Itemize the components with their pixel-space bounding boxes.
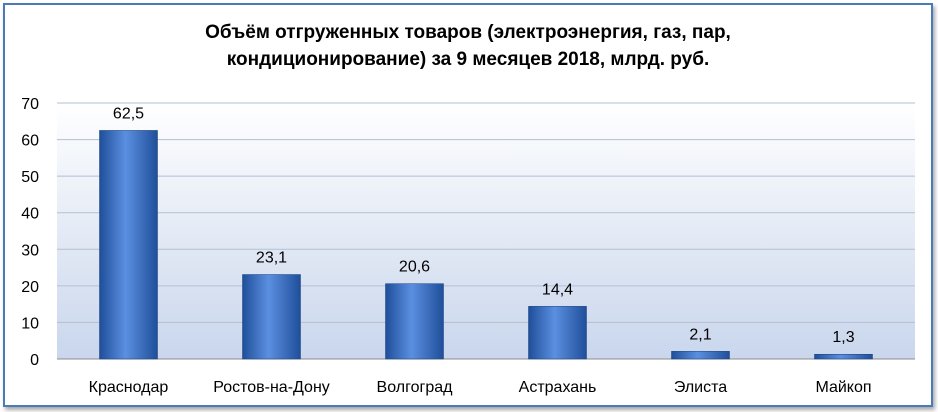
data-label: 62,5 — [113, 105, 144, 122]
data-label: 20,6 — [399, 259, 430, 276]
category-label: Элиста — [674, 379, 727, 396]
y-axis-ticks: 0 10 20 30 40 50 60 70 — [21, 96, 39, 369]
y-tick-label: 50 — [21, 169, 39, 186]
data-label: 2,1 — [689, 326, 711, 343]
bars — [99, 130, 873, 360]
category-label: Волгоград — [377, 379, 454, 396]
gridlines — [57, 102, 915, 360]
chart-title-line-2: кондиционирование) за 9 месяцев 2018, мл… — [226, 49, 710, 70]
plot-area — [57, 103, 915, 359]
bar-chart: 0 10 20 30 40 50 60 70 62,5 23,1 20,6 14,4 2,1 1,3 К… — [21, 96, 915, 396]
bar — [528, 306, 587, 360]
bar — [242, 274, 301, 360]
chart-title-line-1: Объём отгруженных товаров (электроэнерги… — [205, 22, 731, 43]
y-tick-label: 0 — [30, 352, 39, 369]
bar — [671, 351, 730, 360]
chart-title: Объём отгруженных товаров (электроэнерги… — [5, 19, 931, 73]
chart-frame: Объём отгруженных товаров (электроэнерги… — [3, 3, 933, 407]
bar — [385, 283, 444, 360]
y-tick-label: 60 — [21, 133, 39, 150]
data-labels: 62,5 23,1 20,6 14,4 2,1 1,3 — [113, 105, 855, 346]
category-label: Астрахань — [519, 379, 597, 396]
y-tick-label: 10 — [21, 315, 39, 332]
y-tick-label: 40 — [21, 206, 39, 223]
category-label: Краснодар — [89, 379, 169, 396]
bar — [814, 353, 873, 360]
bar — [99, 130, 158, 360]
data-label: 23,1 — [256, 250, 287, 267]
y-tick-label: 70 — [21, 96, 39, 113]
data-label: 14,4 — [542, 281, 573, 298]
y-tick-label: 20 — [21, 279, 39, 296]
x-axis-categories: Краснодар Ростов-на-Дону Волгоград Астрахан… — [89, 379, 872, 396]
category-label: Ростов-на-Дону — [213, 379, 330, 396]
y-tick-label: 30 — [21, 242, 39, 259]
category-label: Майкоп — [815, 379, 871, 396]
data-label: 1,3 — [832, 329, 854, 346]
